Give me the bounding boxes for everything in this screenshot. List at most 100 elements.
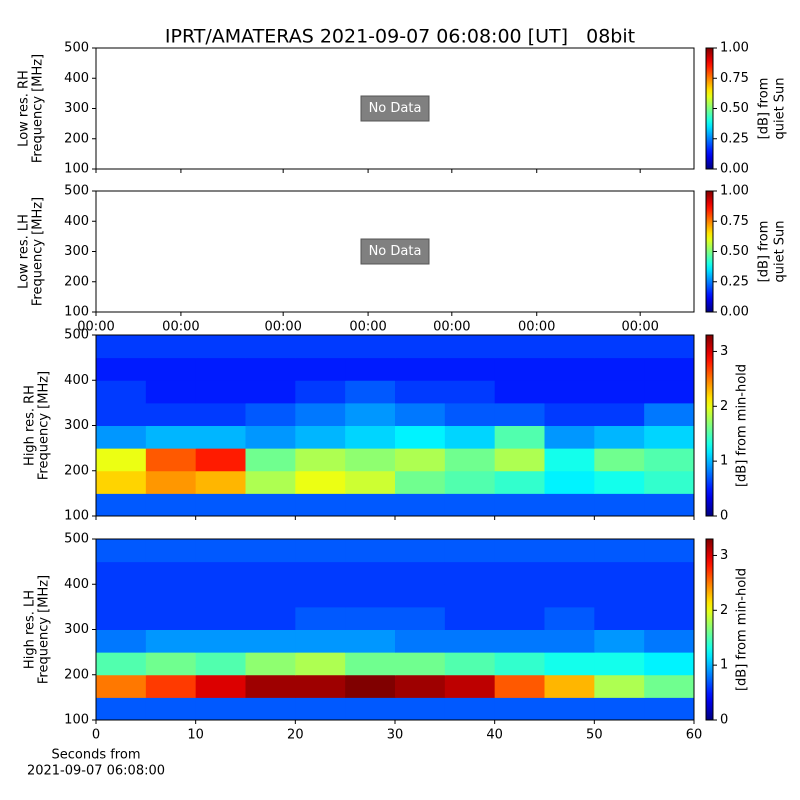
heat-cell [644, 493, 695, 517]
heat-cell [345, 402, 396, 426]
heat-cell [444, 697, 496, 721]
heat-cell [544, 425, 595, 449]
heat-cell [295, 539, 346, 563]
heat-cell [295, 402, 346, 426]
heat-cell [544, 448, 595, 472]
heat-cell [295, 493, 346, 517]
heat-cell [295, 425, 346, 449]
heat-cell [195, 584, 246, 608]
y-axis-label: High res. RH [23, 385, 38, 466]
colorbar-label: [dB] from min-hold [735, 364, 750, 487]
heat-cell [245, 584, 296, 608]
heat-cell [295, 584, 346, 608]
heat-cell [145, 357, 197, 381]
heat-cell [96, 425, 147, 449]
heat-cell [644, 674, 695, 698]
heat-cell [395, 606, 446, 630]
heat-cell [96, 697, 147, 721]
heat-cell [444, 606, 496, 630]
heat-cell [345, 380, 396, 404]
heat-cell [594, 425, 645, 449]
x-tick-label: 00:00 [518, 320, 555, 335]
heat-cell [245, 402, 296, 426]
heat-cell [345, 674, 396, 698]
heat-cell [444, 380, 496, 404]
heat-cell [295, 448, 346, 472]
y-tick-label: 400 [64, 577, 89, 592]
heat-cell [96, 470, 147, 494]
heat-cell [195, 561, 246, 585]
heat-cell [644, 697, 695, 721]
heat-cell [444, 561, 496, 585]
colorbar-label: quiet Sun [773, 77, 788, 139]
heat-cell [145, 448, 197, 472]
heat-cell [345, 493, 396, 517]
heat-cell [594, 674, 645, 698]
heat-cell [544, 561, 595, 585]
heat-cell [245, 539, 296, 563]
heat-cell [195, 425, 246, 449]
y-axis-label: Frequency [MHz] [31, 197, 46, 306]
heat-cell [345, 652, 396, 676]
x-tick-label: 00:00 [349, 320, 386, 335]
heat-cell [544, 539, 595, 563]
y-axis-label: Frequency [MHz] [37, 371, 52, 480]
heat-cell [544, 402, 595, 426]
heat-cell [644, 380, 695, 404]
heat-cell [96, 606, 147, 630]
heat-cell [96, 629, 147, 653]
heat-cell [195, 539, 246, 563]
y-tick-label: 400 [64, 214, 89, 229]
heat-cell [145, 697, 197, 721]
heat-cell [594, 470, 645, 494]
heat-cell [395, 402, 446, 426]
colorbar-label: [dB] from [757, 221, 772, 283]
colorbar-tick-label: 0.50 [720, 244, 749, 259]
heat-cell [644, 335, 695, 359]
heat-cell [145, 561, 197, 585]
colorbar-tick-label: 1 [720, 658, 728, 673]
heat-cell [444, 357, 496, 381]
heat-cell [96, 539, 147, 563]
y-tick-label: 500 [64, 328, 89, 343]
x-tick-label: 00:00 [77, 320, 114, 335]
heat-cell [195, 470, 246, 494]
heat-cell [145, 674, 197, 698]
colorbar-tick-label: 2 [720, 603, 728, 618]
colorbar [705, 334, 714, 517]
colorbar-tick-label: 0.00 [720, 305, 749, 320]
heat-cell [594, 606, 645, 630]
heat-cell [245, 652, 296, 676]
heat-cell [345, 539, 396, 563]
heat-cell [195, 493, 246, 517]
heat-cell [195, 402, 246, 426]
heat-cell [544, 584, 595, 608]
heat-cell [245, 674, 296, 698]
x-axis-label: Seconds from [51, 748, 140, 763]
heat-cell [345, 606, 396, 630]
heat-cell [594, 652, 645, 676]
heat-cell [444, 493, 496, 517]
heat-cell [494, 425, 545, 449]
heat-cell [594, 584, 645, 608]
heat-cell [145, 539, 197, 563]
heat-cell [395, 697, 446, 721]
heat-cell [145, 425, 197, 449]
heat-cell [345, 470, 396, 494]
heat-cell [96, 584, 147, 608]
heat-cell [145, 606, 197, 630]
y-tick-label: 200 [64, 274, 89, 289]
heat-cell [245, 606, 296, 630]
colorbar-tick-label: 0.25 [720, 131, 749, 146]
heat-cell [444, 629, 496, 653]
heat-cell [544, 335, 595, 359]
y-tick-label: 300 [64, 622, 89, 637]
heat-cell [395, 674, 446, 698]
colorbar-tick-label: 0 [720, 713, 728, 728]
annotation-box [360, 95, 430, 122]
heat-cell [395, 357, 446, 381]
heat-cell [195, 380, 246, 404]
x-tick-label: 00:00 [162, 320, 199, 335]
heat-cell [544, 380, 595, 404]
heat-cell [594, 380, 645, 404]
